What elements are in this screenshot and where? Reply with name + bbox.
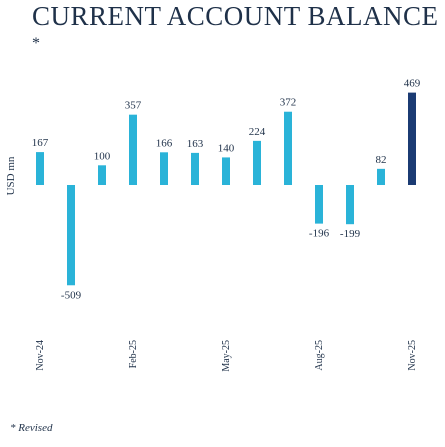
x-tick-Aug-25: Aug-25 xyxy=(314,340,325,371)
data-label-Feb-25: 357 xyxy=(125,100,142,112)
data-label-May-25: 140 xyxy=(218,142,235,154)
x-tick-May-25: May-25 xyxy=(221,340,232,372)
data-label-Apr-25: 163 xyxy=(187,138,204,150)
data-label-Jul-25: 372 xyxy=(280,97,297,109)
bar-Sep-25 xyxy=(346,185,354,225)
bar-Oct-25 xyxy=(377,168,385,185)
data-label-Nov-25: 469 xyxy=(404,78,421,90)
revised-footnote: * Revised xyxy=(10,422,53,434)
bar-Mar-25 xyxy=(160,152,168,185)
x-tick-Nov-25: Nov-25 xyxy=(407,340,418,371)
bar-Apr-25 xyxy=(191,152,199,185)
bar-Nov-24 xyxy=(36,152,44,185)
data-label-Sep-25: -199 xyxy=(340,228,361,240)
bar-Feb-25 xyxy=(129,114,137,185)
data-label-Oct-25: 82 xyxy=(376,154,387,166)
data-label-Mar-25: 166 xyxy=(156,137,173,149)
x-tick-Feb-25: Feb-25 xyxy=(128,340,139,368)
chart-title: CURRENT ACCOUNT BALANCE * xyxy=(32,1,439,52)
bar-Jun-25 xyxy=(253,140,261,185)
bar-Dec-24 xyxy=(67,185,75,286)
data-label-Jun-25: 224 xyxy=(249,126,266,138)
x-tick-Nov-24: Nov-24 xyxy=(35,340,46,371)
bar-May-25 xyxy=(222,157,230,185)
bar-Jul-25 xyxy=(284,111,292,185)
data-label-Dec-24: -509 xyxy=(61,289,82,301)
data-label-Nov-24: 167 xyxy=(32,137,49,149)
bar-Nov-25 xyxy=(408,92,416,185)
data-label-Aug-25: -196 xyxy=(309,228,330,240)
bar-Jan-25 xyxy=(98,165,106,185)
data-label-Jan-25: 100 xyxy=(94,150,111,162)
bar-Aug-25 xyxy=(315,185,323,224)
